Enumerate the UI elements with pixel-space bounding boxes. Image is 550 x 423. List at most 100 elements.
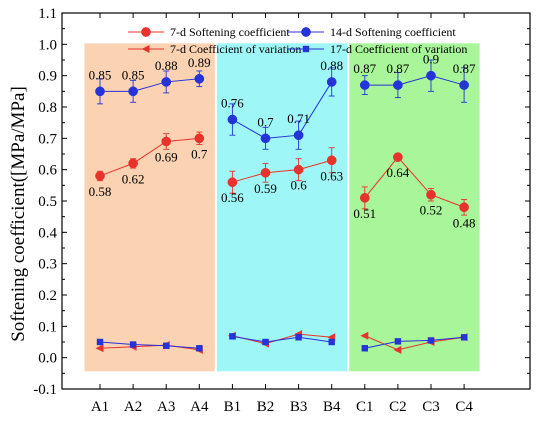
data-point [161, 136, 172, 147]
y-tick-label: 1.0 [38, 37, 57, 53]
data-label: 0.58 [89, 184, 112, 199]
data-point [293, 130, 304, 141]
group-background-layer [84, 43, 480, 372]
series-line-segment [364, 75, 465, 86]
data-point [129, 341, 137, 348]
x-tick-label: C2 [389, 399, 407, 415]
data-label: 0.48 [453, 215, 476, 230]
data-point [260, 133, 271, 144]
legend-marker [301, 27, 311, 37]
data-point [359, 193, 370, 203]
data-point [394, 338, 402, 345]
x-tick-label: A1 [91, 399, 109, 415]
x-tick-label: B3 [290, 399, 308, 415]
x-tick-label: B4 [323, 399, 341, 415]
y-tick-label: 0.0 [38, 351, 57, 367]
series-line-segment [232, 335, 332, 343]
data-label: 0.87 [353, 61, 376, 76]
data-label: 0.88 [320, 58, 343, 73]
series-line-segment [100, 78, 200, 92]
data-label: 0.63 [320, 168, 343, 183]
legend-item: 7-d Coefficient of variation [128, 42, 301, 56]
legend: 7-d Softening coefficient 14-d Softening … [128, 25, 467, 56]
data-label: 0.59 [254, 181, 277, 196]
data-point [163, 342, 170, 349]
x-tick-label: A3 [157, 399, 175, 415]
data-label: 0.9 [423, 52, 439, 67]
data-point [426, 70, 436, 81]
data-label: 0.85 [89, 67, 112, 82]
legend-item: 7-d Softening coefficient [128, 25, 290, 39]
data-point [194, 133, 205, 144]
data-label: 0.7 [257, 114, 274, 129]
x-tick-label: B1 [224, 399, 242, 415]
x-tick-label: A2 [124, 399, 142, 415]
series-line-segment [232, 159, 332, 183]
y-tick-label: 0.1 [38, 319, 57, 335]
data-point [128, 86, 138, 97]
data-point [95, 344, 104, 353]
legend-item: 14-d Softening coefficient [288, 25, 456, 39]
y-tick-label: 0.2 [38, 288, 57, 304]
data-label: 0.88 [155, 58, 178, 73]
data-label: 0.7 [191, 146, 208, 161]
legend-label: 17-d Coefficient of variation [330, 42, 467, 56]
data-label: 0.85 [122, 67, 145, 82]
series-line-segment [364, 335, 465, 351]
data-point [196, 345, 203, 352]
data-point [393, 80, 403, 90]
group-panel-b [216, 43, 348, 372]
data-point [260, 167, 271, 178]
series-line-segment [99, 137, 200, 177]
data-series-layer [95, 59, 469, 354]
data-label: 0.56 [221, 190, 244, 205]
series-0 [95, 131, 469, 216]
legend-marker [141, 45, 150, 53]
data-point [161, 77, 172, 87]
data-point [328, 338, 335, 346]
data-point [293, 164, 304, 175]
data-point [295, 334, 302, 341]
data-point [360, 331, 369, 340]
y-tick-label: -0.1 [33, 382, 57, 398]
data-label-layer: 0.58 0.62 0.69 0.7 0.56 0.59 0.6 0.63 0.51 0.64 0.… [89, 52, 476, 231]
y-tick-label: 0.5 [38, 194, 57, 210]
series-line-segment [99, 341, 200, 349]
group-panel-a [84, 43, 215, 372]
legend-label: 7-d Softening coefficient [170, 25, 290, 39]
data-point [262, 338, 269, 346]
data-label: 0.87 [387, 61, 410, 76]
data-label: 0.76 [221, 96, 244, 111]
y-tick-label: 0.7 [38, 131, 57, 147]
data-label: 0.87 [453, 61, 476, 76]
legend-marker [141, 27, 151, 37]
y-axis-label: Softening coefficient([MPa/MPa] [8, 86, 29, 342]
data-label: 0.51 [353, 206, 376, 221]
series-line-segment [364, 156, 465, 208]
y-tick-label: 0.6 [38, 163, 57, 179]
x-tick-label: C3 [422, 399, 440, 415]
data-point [426, 189, 436, 200]
data-point [227, 114, 238, 125]
y-tick-label: 1.1 [38, 6, 57, 22]
data-point [95, 86, 105, 97]
data-point [427, 337, 435, 344]
group-panel-c [349, 43, 480, 372]
data-point [95, 171, 105, 181]
data-point [393, 345, 402, 354]
data-label: 0.62 [122, 171, 145, 186]
legend-marker [302, 45, 310, 53]
x-tick-label: C4 [455, 399, 473, 415]
data-point [326, 77, 337, 87]
axes: -0.1 0.0 0.1 0.2 0.3 0.4 0.5 0.6 0.7 0.8 0.9 1.0 1.1… [33, 6, 531, 415]
x-tick-label: B2 [257, 399, 275, 415]
y-tick-label: 0.8 [38, 100, 57, 116]
data-point [96, 338, 104, 346]
data-label: 0.69 [155, 149, 178, 164]
data-point [361, 345, 368, 352]
data-point [359, 80, 370, 90]
x-tick-label: A4 [190, 399, 209, 415]
data-point [194, 73, 205, 84]
data-point [227, 177, 238, 188]
